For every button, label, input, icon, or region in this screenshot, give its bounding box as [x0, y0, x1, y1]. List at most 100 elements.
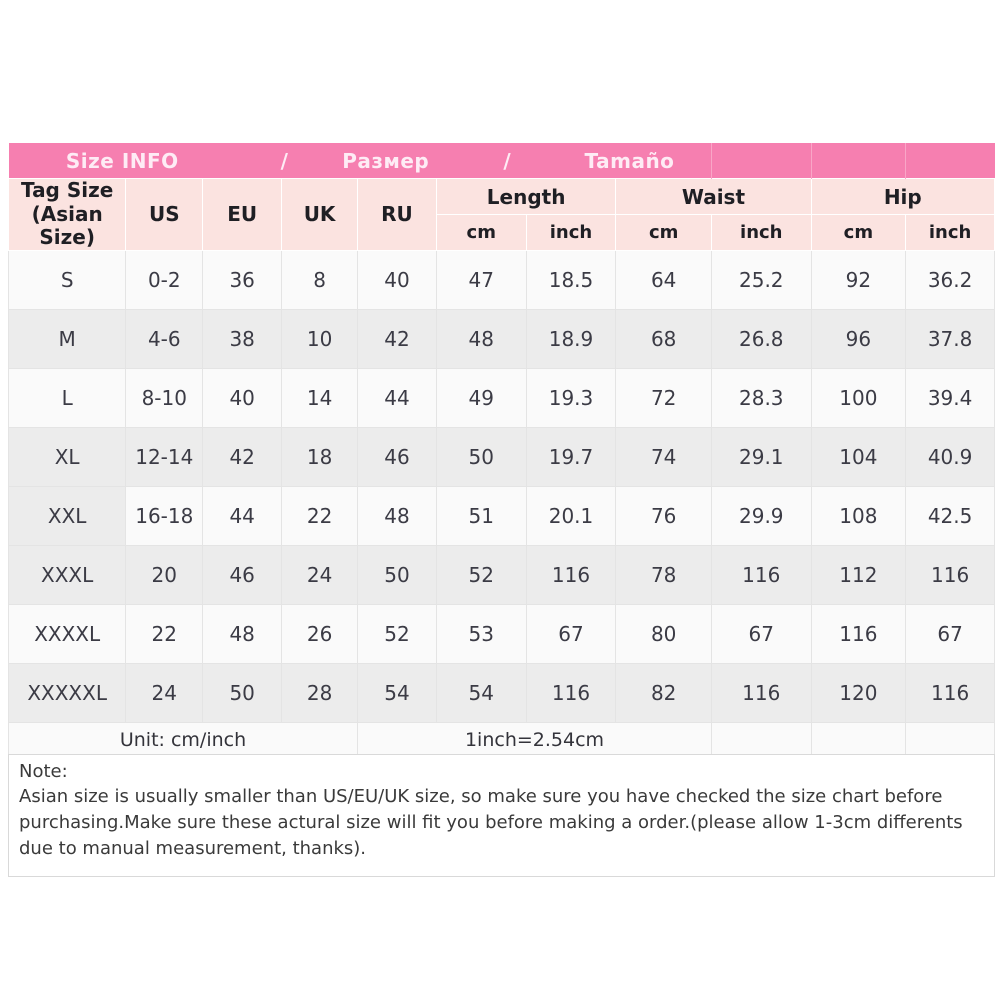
value-cell: 116 [905, 544, 995, 605]
value-cell: 42 [202, 426, 283, 487]
value-cell: 18 [281, 426, 359, 487]
value-cell: 40 [202, 367, 283, 428]
value-cell: 36.2 [905, 249, 995, 310]
title-razmer: Размер [342, 148, 430, 173]
unit-note: Unit: cm/inch [7, 721, 359, 758]
table-row: L 8-10 40 14 44 49 19.3 72 28.3 100 39.4 [7, 367, 995, 428]
value-cell: 26.8 [710, 308, 812, 369]
value-cell: 29.9 [710, 485, 812, 546]
table-row: XXXXXL 24 50 28 54 54 116 82 116 120 116 [7, 662, 995, 723]
value-cell: 50 [357, 544, 437, 605]
tag-size-header-line1: Tag Size [21, 178, 114, 202]
value-cell: 50 [435, 426, 527, 487]
table-row: XXXL 20 46 24 50 52 116 78 116 112 116 [7, 544, 995, 605]
unit-header-length-inch: inch [525, 214, 617, 251]
value-cell: 40 [357, 249, 437, 310]
group-header-length: Length [435, 177, 617, 216]
value-cell: 120 [810, 662, 907, 723]
value-cell: 44 [202, 485, 283, 546]
value-cell: 96 [810, 308, 907, 369]
footer-blank-cell [905, 721, 995, 758]
size-table-container: Size INFO / Размер / Tamaño Tag Size (As… [7, 143, 996, 758]
table-row: XXXXL 22 48 26 52 53 67 80 67 116 67 [7, 603, 995, 664]
note-body: Asian size is usually smaller than US/EU… [19, 786, 963, 860]
value-cell: 82 [615, 662, 712, 723]
tag-size-header-line2: (Asian Size) [31, 201, 103, 250]
value-cell: 48 [202, 603, 283, 664]
table-row: XL 12-14 42 18 46 50 19.7 74 29.1 104 40.9 [7, 426, 995, 487]
value-cell: 72 [615, 367, 712, 428]
value-cell: 0-2 [125, 249, 204, 310]
tag-size-cell: XL [7, 426, 127, 487]
footer-blank-cell [810, 721, 907, 758]
title-tamano: Tamaño [584, 148, 675, 173]
value-cell: 67 [525, 603, 617, 664]
value-cell: 44 [357, 367, 437, 428]
value-cell: 29.1 [710, 426, 812, 487]
value-cell: 12-14 [125, 426, 204, 487]
value-cell: 80 [615, 603, 712, 664]
unit-header-waist-cm: cm [615, 214, 712, 251]
value-cell: 49 [435, 367, 527, 428]
value-cell: 53 [435, 603, 527, 664]
value-cell: 42.5 [905, 485, 995, 546]
value-cell: 50 [202, 662, 283, 723]
value-cell: 47 [435, 249, 527, 310]
footer-blank-cell [710, 721, 812, 758]
unit-header-hip-inch: inch [905, 214, 995, 251]
value-cell: 42 [357, 308, 437, 369]
title-size-info: Size INFO [65, 148, 179, 173]
tag-size-header: Tag Size (Asian Size) [7, 178, 127, 251]
table-row: XXL 16-18 44 22 48 51 20.1 76 29.9 108 42.5 [7, 485, 995, 546]
value-cell: 68 [615, 308, 712, 369]
unit-header-row: cm inch cm inch cm inch [9, 214, 995, 251]
tag-size-cell: S [7, 249, 127, 310]
column-header-row: Tag Size (Asian Size) US EU UK RU Length… [7, 177, 996, 251]
tag-size-cell: XXXXL [7, 603, 127, 664]
value-cell: 116 [525, 544, 617, 605]
tag-size-cell: M [7, 308, 127, 369]
group-header-hip: Hip [810, 177, 996, 216]
value-cell: 8-10 [125, 367, 204, 428]
value-cell: 25.2 [710, 249, 812, 310]
value-cell: 116 [525, 662, 617, 723]
unit-header-waist-inch: inch [710, 214, 812, 251]
unit-header-length-cm: cm [435, 214, 527, 251]
note-box: Note: Asian size is usually smaller than… [8, 754, 995, 878]
value-cell: 8 [281, 249, 359, 310]
value-cell: 28 [281, 662, 359, 723]
value-cell: 64 [615, 249, 712, 310]
value-cell: 116 [810, 603, 907, 664]
value-cell: 108 [810, 485, 907, 546]
value-cell: 40.9 [905, 426, 995, 487]
title-blank-cell [710, 143, 812, 179]
note-title: Note: [19, 761, 68, 782]
tag-size-cell: XXXL [7, 544, 127, 605]
value-cell: 37.8 [905, 308, 995, 369]
value-cell: 76 [615, 485, 712, 546]
value-cell: 116 [905, 662, 995, 723]
value-cell: 24 [125, 662, 204, 723]
title-slash-1: / [280, 148, 289, 173]
value-cell: 116 [710, 662, 812, 723]
value-cell: 36 [202, 249, 283, 310]
value-cell: 28.3 [710, 367, 812, 428]
value-cell: 46 [202, 544, 283, 605]
title-blank-cell [905, 143, 995, 179]
value-cell: 74 [615, 426, 712, 487]
value-cell: 20.1 [525, 485, 617, 546]
value-cell: 16-18 [125, 485, 204, 546]
group-header-waist: Waist [615, 177, 812, 216]
value-cell: 54 [435, 662, 527, 723]
value-cell: 39.4 [905, 367, 995, 428]
title-bar-row: Size INFO / Размер / Tamaño [8, 143, 995, 179]
value-cell: 19.3 [525, 367, 617, 428]
unit-note-row: Unit: cm/inch 1inch=2.54cm [7, 721, 995, 758]
col-header-us: US [125, 178, 204, 251]
col-header-uk: UK [281, 178, 359, 251]
value-cell: 46 [357, 426, 437, 487]
value-cell: 52 [357, 603, 437, 664]
value-cell: 20 [125, 544, 204, 605]
table-body: S 0-2 36 8 40 47 18.5 64 25.2 92 36.2 M 4-6 38 10 42 48 1… [7, 249, 995, 723]
table-row: M 4-6 38 10 42 48 18.9 68 26.8 96 37.8 [7, 308, 995, 369]
